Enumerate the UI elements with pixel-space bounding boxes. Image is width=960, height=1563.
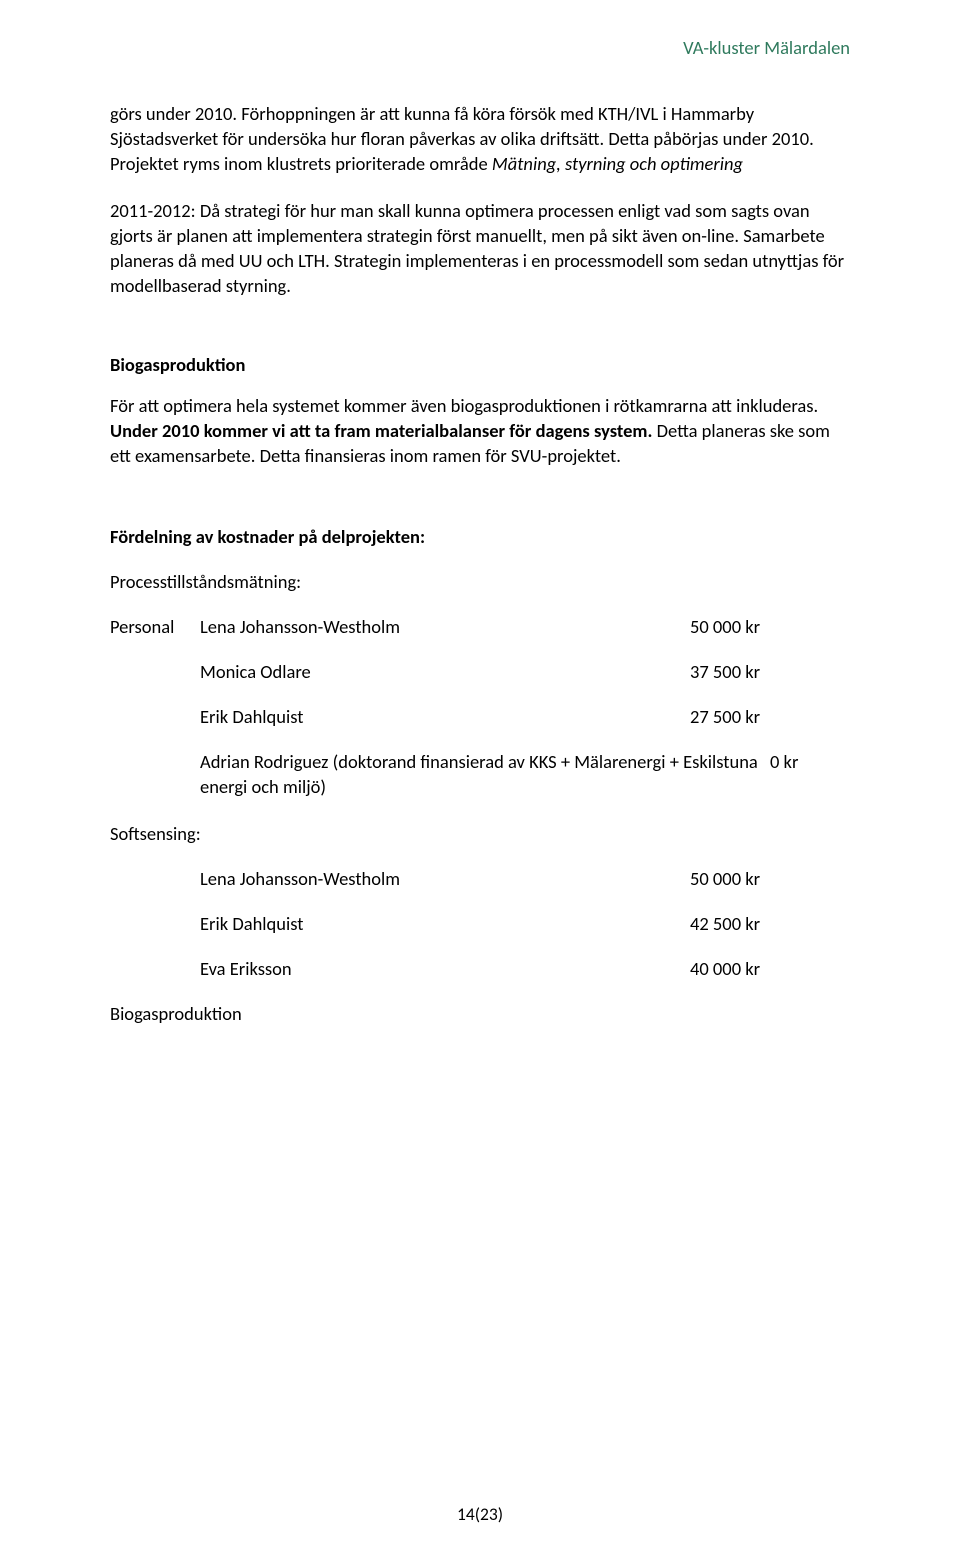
p2-lead: 2011-2012: xyxy=(110,199,196,222)
paragraph-2: 2011-2012: Då strategi för hur man skall… xyxy=(110,199,850,299)
paragraph-1: görs under 2010. Förhoppningen är att ku… xyxy=(110,102,850,177)
cost-row: Erik Dahlquist 42 500 kr xyxy=(110,912,850,935)
costs-section-2-label: Softsensing: xyxy=(110,822,850,845)
p2-rest: Då strategi för hur man skall kunna opti… xyxy=(110,199,844,297)
costs-section-1-label: Processtillståndsmätning: xyxy=(110,570,850,593)
empty-cell xyxy=(110,705,200,728)
cost-amount: 50 000 kr xyxy=(690,867,850,890)
cost-note-amount: 0 kr xyxy=(770,750,850,800)
biogas-paragraph: För att optimera hela systemet kommer äv… xyxy=(110,394,850,469)
costs-heading: Fördelning av kostnader på delprojekten: xyxy=(110,525,850,548)
note-text: Adrian Rodriguez (doktorand finansierad … xyxy=(200,750,758,798)
cost-amount: 50 000 kr xyxy=(690,615,850,638)
costs-section-3-label: Biogasproduktion xyxy=(110,1002,850,1025)
cost-row: Eva Eriksson 40 000 kr xyxy=(110,957,850,980)
biogas-heading: Biogasproduktion xyxy=(110,353,850,376)
empty-cell xyxy=(110,912,200,935)
cost-note-row: Adrian Rodriguez (doktorand finansierad … xyxy=(110,750,850,800)
cost-name: Eva Eriksson xyxy=(200,957,690,980)
empty-cell xyxy=(110,957,200,980)
header-brand: VA-kluster Mälardalen xyxy=(683,36,850,59)
cost-name: Monica Odlare xyxy=(200,660,690,683)
cost-amount: 42 500 kr xyxy=(690,912,850,935)
cost-name: Erik Dahlquist xyxy=(200,912,690,935)
cost-row: Erik Dahlquist 27 500 kr xyxy=(110,705,850,728)
cost-name: Erik Dahlquist xyxy=(200,705,690,728)
cost-amount: 40 000 kr xyxy=(690,957,850,980)
cost-name: Lena Johansson-Westholm xyxy=(200,615,690,638)
p1-italic: Mätning, styrning och optimering xyxy=(492,152,743,175)
cost-row: Lena Johansson-Westholm 50 000 kr xyxy=(110,867,850,890)
biogas-text-1: För att optimera hela systemet kommer äv… xyxy=(110,394,818,417)
cost-amount: 27 500 kr xyxy=(690,705,850,728)
cost-note-text: Adrian Rodriguez (doktorand finansierad … xyxy=(200,750,770,800)
cost-row: Monica Odlare 37 500 kr xyxy=(110,660,850,683)
page-number: 14(23) xyxy=(0,1503,960,1525)
cost-amount: 37 500 kr xyxy=(690,660,850,683)
biogas-bold: Under 2010 kommer vi att ta fram materia… xyxy=(110,419,652,442)
cost-row: Personal Lena Johansson-Westholm 50 000 … xyxy=(110,615,850,638)
personal-label: Personal xyxy=(110,615,200,638)
empty-cell xyxy=(110,660,200,683)
document-page: VA-kluster Mälardalen görs under 2010. F… xyxy=(0,0,960,1563)
empty-cell xyxy=(110,867,200,890)
cost-name: Lena Johansson-Westholm xyxy=(200,867,690,890)
